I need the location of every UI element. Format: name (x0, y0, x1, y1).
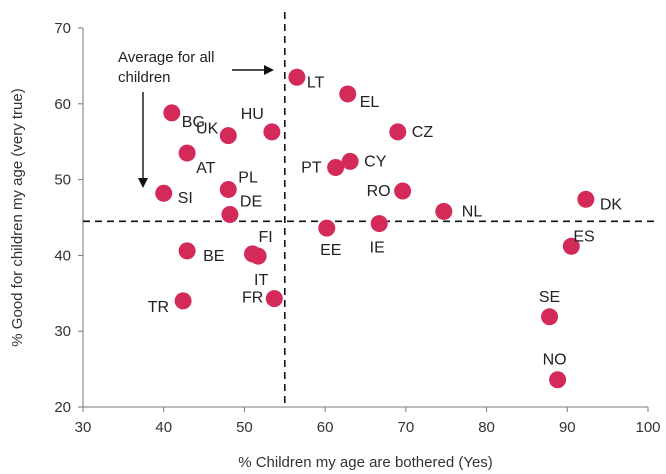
data-point-be (178, 242, 196, 260)
data-point-cz (389, 123, 407, 141)
x-tick-label: 30 (75, 419, 92, 436)
data-point-ee (318, 219, 336, 237)
annotation-text-line1: Average for all (118, 49, 214, 66)
data-point-fr (265, 290, 283, 308)
data-point-tr (174, 292, 192, 310)
point-label-ro: RO (367, 183, 391, 200)
x-tick-label: 60 (317, 419, 334, 436)
point-label-fi: FI (259, 229, 273, 246)
x-tick-label: 80 (478, 419, 495, 436)
data-point-lt (288, 68, 306, 86)
data-point-si (155, 184, 173, 202)
y-tick-label: 70 (54, 20, 71, 37)
point-label-el: EL (360, 94, 380, 111)
y-tick-label: 60 (54, 96, 71, 113)
x-axis-title: % Children my age are bothered (Yes) (238, 454, 493, 471)
point-label-cz: CZ (412, 124, 434, 141)
x-tick-label: 40 (155, 419, 172, 436)
point-label-lt: LT (307, 74, 325, 91)
data-point-nl (435, 202, 453, 220)
point-label-cy: CY (364, 153, 387, 170)
data-point-pl (219, 180, 237, 198)
point-label-tr: TR (148, 299, 169, 316)
point-label-fr: FR (242, 290, 263, 307)
data-point-pt (327, 158, 345, 176)
point-label-at: AT (196, 160, 215, 177)
point-label-pl: PL (238, 169, 258, 186)
data-point-se (541, 308, 559, 326)
point-label-de: DE (240, 193, 262, 210)
data-point-bg (163, 104, 181, 122)
point-label-es: ES (573, 228, 594, 245)
data-point-es (562, 237, 580, 255)
data-point-ro (394, 182, 412, 200)
data-point-it (249, 247, 267, 265)
point-label-nl: NL (462, 203, 483, 220)
x-tick-label: 90 (559, 419, 576, 436)
x-tick-label: 70 (398, 419, 415, 436)
y-tick-label: 20 (54, 399, 71, 416)
point-label-be: BE (203, 248, 224, 265)
point-label-uk: UK (196, 121, 219, 138)
data-point-at (178, 144, 196, 162)
data-point-no (549, 371, 567, 389)
average-lines (83, 12, 656, 407)
average-annotation: Average for all children (118, 49, 274, 188)
point-label-it: IT (254, 272, 268, 289)
x-tick-label: 50 (236, 419, 253, 436)
data-point-dk (577, 190, 595, 208)
point-label-bg: BG (182, 114, 205, 131)
point-labels: LT EL BG HU UK CZ AT CY PT PL SI RO DK NL DE IE EE ES BE FI… (148, 74, 623, 368)
data-point-ie (370, 215, 388, 233)
y-axis-title: % Good for children my age (very true) (9, 88, 26, 346)
point-label-si: SI (178, 190, 193, 207)
y-tick-label: 40 (54, 247, 71, 264)
point-label-pt: PT (301, 159, 322, 176)
point-label-ee: EE (320, 242, 341, 259)
point-label-hu: HU (241, 106, 264, 123)
y-tick-label: 30 (54, 323, 71, 340)
data-point-hu (263, 123, 281, 141)
point-label-no: NO (543, 352, 567, 369)
data-point-uk (219, 127, 237, 145)
data-point-cy (341, 152, 359, 170)
data-point-de (221, 205, 239, 223)
point-label-dk: DK (600, 196, 623, 213)
data-points (155, 68, 595, 389)
point-label-se: SE (539, 289, 560, 306)
annotation-text-line2: children (118, 69, 171, 86)
point-label-ie: IE (370, 240, 385, 257)
x-tick-label: 100 (635, 419, 660, 436)
data-point-el (339, 85, 357, 103)
y-tick-label: 50 (54, 172, 71, 189)
